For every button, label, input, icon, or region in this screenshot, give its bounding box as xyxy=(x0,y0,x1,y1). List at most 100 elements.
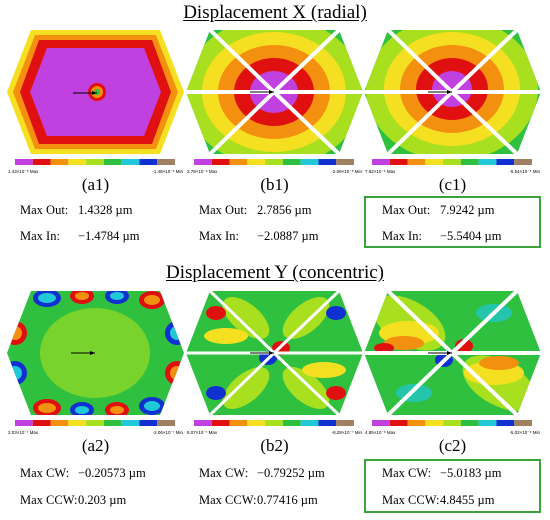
legend-min-label: -5.54×10⁻⁶ Min xyxy=(509,169,540,174)
legend-max-label: 8.07×10⁻⁷ Max xyxy=(187,430,218,435)
displacement-y-title: Displacement Y (concentric) xyxy=(165,262,385,283)
legend-swatch xyxy=(86,420,104,426)
legend-swatch xyxy=(194,159,212,165)
legend-swatch xyxy=(32,420,51,426)
stat-max-cw-c2: Max CW: −5.0183 µm xyxy=(382,465,501,481)
legend-swatch xyxy=(318,420,337,426)
stat-max-in-b1: Max In: −2.0887 µm xyxy=(199,228,318,244)
color-legend-c1: 7.92×10⁻⁶ Max -5.54×10⁻⁶ Min xyxy=(364,158,541,174)
color-legend-b1: 2.78×10⁻⁶ Max -2.08×10⁻⁶ Min xyxy=(186,158,363,174)
color-legend-a2: 2.03×10⁻⁷ Max -2.06×10⁻⁷ Min xyxy=(7,419,184,435)
legend-swatch xyxy=(103,420,122,426)
legend-max-label: 2.03×10⁻⁷ Max xyxy=(8,430,39,435)
legend-swatch xyxy=(265,159,283,165)
legend-swatch xyxy=(389,159,408,165)
legend-swatch xyxy=(425,420,444,426)
legend-min-label: -8.28×10⁻⁷ Min xyxy=(332,430,363,435)
legend-swatch xyxy=(407,159,426,165)
color-legend-b2: 8.07×10⁻⁷ Max -8.28×10⁻⁷ Min xyxy=(186,419,363,435)
legend-swatch xyxy=(514,420,532,426)
stat-max-in-a1: Max In: −1.4784 µm xyxy=(20,228,139,244)
color-legend-a1: 1.43×10⁻⁶ Max -1.48×10⁻⁶ Min xyxy=(7,158,184,174)
legend-swatch xyxy=(496,159,515,165)
legend-swatch xyxy=(32,159,51,165)
panel-caption-a2: (a2) xyxy=(81,436,110,455)
legend-swatch xyxy=(478,159,497,165)
stat-max-out-b1: Max Out: 2.7856 µm xyxy=(199,202,311,218)
legend-swatch xyxy=(121,159,140,165)
stat-value: 2.7856 µm xyxy=(257,203,312,217)
legend-max-label: 4.85×10⁻⁶ Max xyxy=(365,430,396,435)
highlight-box-c2 xyxy=(364,459,541,513)
stat-max-in-c1: Max In: −5.5404 µm xyxy=(382,228,501,244)
contour-plot-a2 xyxy=(7,288,184,418)
contour-plot-b2 xyxy=(186,288,363,418)
legend-swatch xyxy=(514,159,532,165)
stat-value: 0.77416 µm xyxy=(257,493,318,507)
legend-min-label: -2.06×10⁻⁷ Min xyxy=(153,430,184,435)
legend-swatch xyxy=(478,420,497,426)
panel-caption-c1: (c1) xyxy=(438,175,467,194)
legend-swatch xyxy=(86,159,104,165)
legend-swatch xyxy=(282,420,301,426)
contour-plot-b1 xyxy=(186,27,363,157)
stat-label: Max CCW: xyxy=(199,493,257,507)
stat-label: Max In: xyxy=(20,229,60,243)
legend-swatch xyxy=(300,159,319,165)
legend-min-label: -1.48×10⁻⁶ Min xyxy=(152,169,183,174)
stat-value: 1.4328 µm xyxy=(78,203,133,217)
legend-swatch xyxy=(157,159,175,165)
legend-min-label: -5.02×10⁻⁶ Min xyxy=(509,430,540,435)
stat-max-ccw-c2: Max CCW:4.8455 µm xyxy=(382,492,494,508)
stat-label: Max CW: xyxy=(20,466,70,480)
panel-caption-b2: (b2) xyxy=(260,436,289,455)
contour-plot-c1 xyxy=(364,27,541,157)
stat-value: −0.79252 µm xyxy=(257,466,325,480)
legend-swatch xyxy=(389,420,408,426)
legend-min-label: -2.08×10⁻⁶ Min xyxy=(331,169,362,174)
legend-swatch xyxy=(407,420,426,426)
stat-max-cw-b2: Max CW: −0.79252 µm xyxy=(199,465,325,481)
legend-swatches xyxy=(194,420,354,426)
stat-max-out-a1: Max Out: 1.4328 µm xyxy=(20,202,132,218)
legend-swatch xyxy=(372,159,390,165)
legend-swatch xyxy=(194,420,212,426)
legend-max-label: 1.43×10⁻⁶ Max xyxy=(8,169,39,174)
stat-value: 7.9242 µm xyxy=(440,203,495,217)
panel-caption-c2: (c2) xyxy=(438,436,467,455)
stat-label: Max CW: xyxy=(382,466,432,480)
legend-swatch xyxy=(425,159,444,165)
highlight-box-c1 xyxy=(364,196,541,248)
legend-swatch xyxy=(68,159,87,165)
color-legend-c2: 4.85×10⁻⁶ Max -5.02×10⁻⁶ Min xyxy=(364,419,541,435)
stat-label: Max Out: xyxy=(382,203,431,217)
legend-swatch xyxy=(68,420,87,426)
legend-swatches xyxy=(372,159,532,165)
legend-swatches xyxy=(194,159,354,165)
legend-swatch xyxy=(282,159,301,165)
legend-swatch xyxy=(50,420,69,426)
legend-swatch xyxy=(157,420,175,426)
stat-label: Max CW: xyxy=(199,466,249,480)
stat-value: −2.0887 µm xyxy=(257,229,319,243)
stat-max-ccw-a2: Max CCW:0.203 µm xyxy=(20,492,126,508)
stat-label: Max In: xyxy=(382,229,422,243)
contour-plot-a1 xyxy=(7,27,184,157)
legend-swatches xyxy=(372,420,532,426)
legend-swatches xyxy=(15,159,175,165)
stat-label: Max Out: xyxy=(199,203,248,217)
stat-value: −5.0183 µm xyxy=(440,466,502,480)
legend-swatch xyxy=(50,159,69,165)
legend-swatches xyxy=(15,420,175,426)
legend-swatch xyxy=(211,159,230,165)
legend-swatch xyxy=(247,420,266,426)
contour-plot-c2 xyxy=(364,288,541,418)
legend-swatch xyxy=(372,420,390,426)
stat-value: −1.4784 µm xyxy=(78,229,140,243)
legend-swatch xyxy=(139,420,158,426)
panel-caption-a1: (a1) xyxy=(81,175,110,194)
stat-max-ccw-b2: Max CCW:0.77416 µm xyxy=(199,492,318,508)
legend-swatch xyxy=(247,159,266,165)
legend-swatch xyxy=(460,159,479,165)
stat-label: Max In: xyxy=(199,229,239,243)
